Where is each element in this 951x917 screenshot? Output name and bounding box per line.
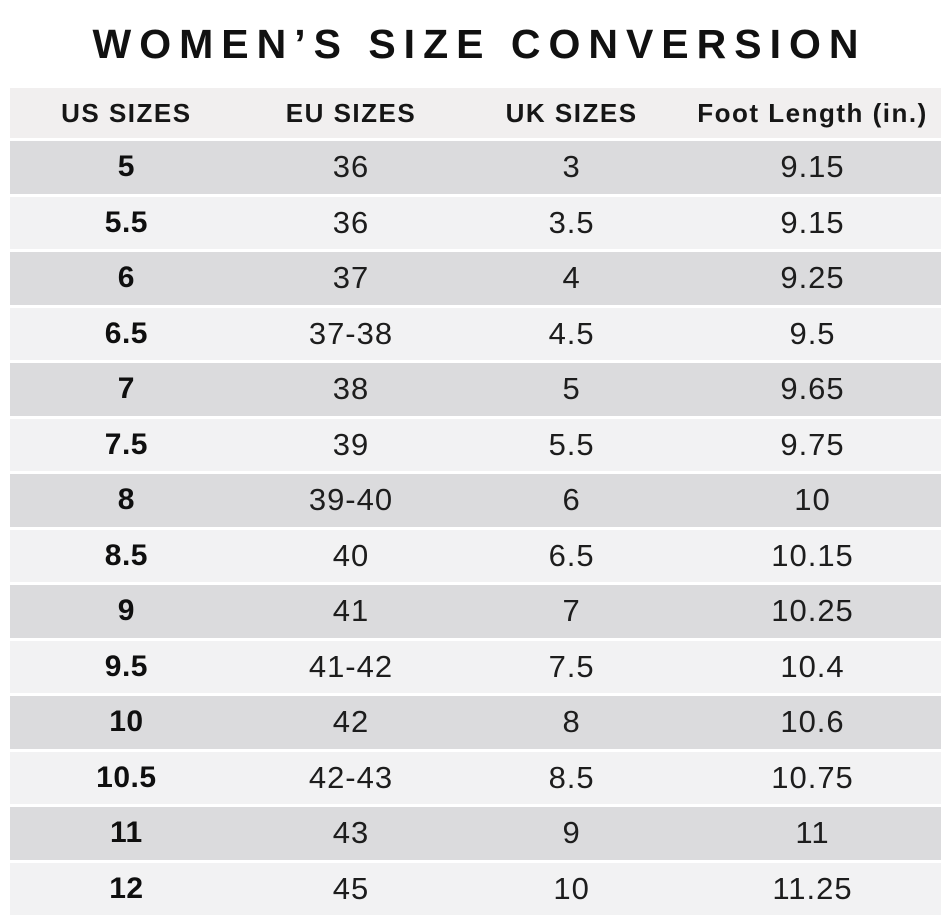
table-row: 6.5 37-38 4.5 9.5 xyxy=(10,307,941,360)
cell-us-size: 5.5 xyxy=(104,205,148,239)
cell-eu-size: 42 xyxy=(332,704,370,740)
cell-eu-size: 40 xyxy=(332,537,370,573)
table-row: 9 41 7 10.25 xyxy=(10,585,941,638)
cell-uk-size: 5 xyxy=(562,371,581,407)
cell-foot-length: 10.6 xyxy=(780,704,845,740)
cell-us-size: 10 xyxy=(109,705,144,739)
cell-foot-length: 9.25 xyxy=(780,260,845,296)
column-header-eu-sizes: EU SIZES xyxy=(285,97,417,128)
cell-us-size: 5 xyxy=(117,150,135,184)
cell-eu-size: 37-38 xyxy=(308,315,394,351)
cell-eu-size: 36 xyxy=(332,204,370,240)
cell-uk-size: 5.5 xyxy=(548,426,595,462)
table-row: 5.5 36 3.5 9.15 xyxy=(10,196,941,249)
cell-foot-length: 10.4 xyxy=(780,648,845,684)
cell-us-size: 10.5 xyxy=(96,760,157,794)
cell-foot-length: 9.15 xyxy=(780,204,845,240)
cell-foot-length: 9.75 xyxy=(780,426,845,462)
cell-uk-size: 6.5 xyxy=(548,537,595,573)
table-row: 10.5 42-43 8.5 10.75 xyxy=(10,751,941,804)
column-header-foot-length: Foot Length (in.) xyxy=(697,97,928,128)
cell-eu-size: 41-42 xyxy=(308,648,394,684)
cell-uk-size: 3.5 xyxy=(548,204,595,240)
cell-uk-size: 10 xyxy=(553,870,590,906)
table-row: 11 43 9 11 xyxy=(10,807,941,860)
cell-uk-size: 7 xyxy=(562,593,581,629)
table-row: 10 42 8 10.6 xyxy=(10,696,941,749)
table-row: 8.5 40 6.5 10.15 xyxy=(10,529,941,582)
cell-eu-size: 36 xyxy=(332,149,370,185)
column-header-uk-sizes: UK SIZES xyxy=(505,97,638,128)
table-row: 7.5 39 5.5 9.75 xyxy=(10,418,941,471)
cell-eu-size: 39-40 xyxy=(308,482,394,518)
cell-foot-length: 9.65 xyxy=(780,371,845,407)
cell-us-size: 9 xyxy=(117,594,135,628)
table-row: 8 39-40 6 10 xyxy=(10,474,941,527)
column-header-us-sizes: US SIZES xyxy=(61,97,192,128)
cell-eu-size: 37 xyxy=(332,260,370,296)
cell-foot-length: 9.5 xyxy=(789,315,836,351)
table-row: 12 45 10 11.25 xyxy=(10,862,941,915)
cell-foot-length: 9.15 xyxy=(780,149,845,185)
table-header-row: US SIZES EU SIZES UK SIZES Foot Length (… xyxy=(10,88,941,138)
cell-eu-size: 43 xyxy=(332,815,370,851)
cell-us-size: 9.5 xyxy=(104,649,148,683)
cell-us-size: 7.5 xyxy=(104,427,148,461)
cell-foot-length: 10.75 xyxy=(771,759,854,795)
cell-uk-size: 8 xyxy=(562,704,581,740)
cell-uk-size: 7.5 xyxy=(548,648,595,684)
size-conversion-table: US SIZES EU SIZES UK SIZES Foot Length (… xyxy=(10,88,941,915)
cell-foot-length: 11 xyxy=(795,815,830,851)
cell-eu-size: 45 xyxy=(332,870,370,906)
cell-eu-size: 42-43 xyxy=(308,759,394,795)
cell-uk-size: 4 xyxy=(562,260,581,296)
cell-us-size: 6.5 xyxy=(104,316,148,350)
cell-us-size: 7 xyxy=(117,372,135,406)
cell-foot-length: 10.15 xyxy=(771,537,854,573)
cell-uk-size: 9 xyxy=(562,815,581,851)
cell-us-size: 11 xyxy=(110,816,143,850)
table-row: 9.5 41-42 7.5 10.4 xyxy=(10,640,941,693)
cell-us-size: 12 xyxy=(109,871,144,905)
page-title: WOMEN’S SIZE CONVERSION xyxy=(92,20,867,67)
table-row: 6 37 4 9.25 xyxy=(10,252,941,305)
title-bar: WOMEN’S SIZE CONVERSION xyxy=(0,0,951,88)
table-row: 5 36 3 9.15 xyxy=(10,141,941,194)
cell-uk-size: 8.5 xyxy=(548,759,595,795)
cell-eu-size: 38 xyxy=(332,371,370,407)
cell-eu-size: 39 xyxy=(332,426,370,462)
table-row: 7 38 5 9.65 xyxy=(10,363,941,416)
cell-foot-length: 10 xyxy=(794,482,831,518)
cell-uk-size: 4.5 xyxy=(548,315,595,351)
cell-foot-length: 11.25 xyxy=(772,870,853,906)
cell-eu-size: 41 xyxy=(332,593,370,629)
cell-us-size: 8.5 xyxy=(104,538,148,572)
cell-uk-size: 3 xyxy=(562,149,581,185)
cell-uk-size: 6 xyxy=(562,482,581,518)
cell-us-size: 8 xyxy=(117,483,135,517)
cell-foot-length: 10.25 xyxy=(771,593,854,629)
cell-us-size: 6 xyxy=(117,261,135,295)
